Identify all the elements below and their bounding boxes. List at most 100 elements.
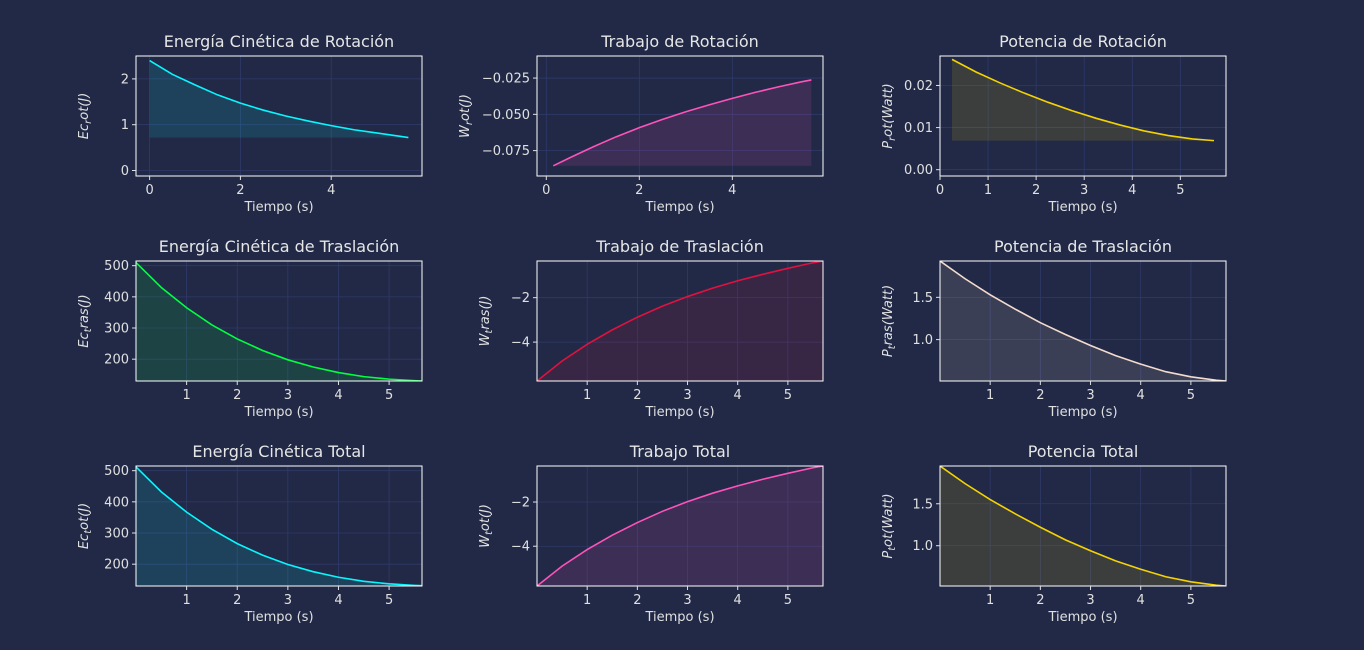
subplot-3: 0 1 2 3 4 5 0.00 0.01 0.02 Potencia de Rotación Ti… <box>881 32 1227 215</box>
subplot-9: 1 2 3 4 5 1.0 1.5 Potencia Total Tiempo (s) Ptot(… <box>881 442 1227 625</box>
y-tick-label: 1 <box>121 118 129 133</box>
y-tick-label: −2 <box>511 291 530 306</box>
axes-frame <box>536 465 824 587</box>
x-tick-label: 5 <box>1176 183 1184 198</box>
x-axis-label: Tiempo (s) <box>243 200 313 215</box>
x-tick-label: 1 <box>583 388 591 403</box>
x-tick-label: 3 <box>1086 593 1094 608</box>
y-tick-label: −0.025 <box>482 72 530 87</box>
x-tick-label: 5 <box>385 593 393 608</box>
y-axis-label: Prot(Watt) <box>881 83 898 148</box>
x-tick-label: 3 <box>1080 183 1088 198</box>
axes-frame <box>939 55 1227 177</box>
axes-frame <box>939 465 1227 587</box>
x-tick-label: 2 <box>1032 183 1040 198</box>
series-area <box>940 466 1226 586</box>
subplot-title: Energía Cinética de Traslación <box>159 237 400 256</box>
y-tick-label: −0.050 <box>482 108 530 123</box>
x-tick-label: 1 <box>182 388 190 403</box>
y-tick-label: 1.0 <box>912 333 933 348</box>
x-tick-label: 4 <box>334 388 342 403</box>
series-area <box>136 466 422 586</box>
y-tick-label: 500 <box>104 464 129 479</box>
x-tick-label: 2 <box>236 183 244 198</box>
x-tick-label: 1 <box>986 593 994 608</box>
subplot-title: Energía Cinética de Rotación <box>164 32 394 51</box>
x-tick-label: 4 <box>334 593 342 608</box>
x-tick-label: 2 <box>633 593 641 608</box>
x-tick-label: 3 <box>284 388 292 403</box>
y-tick-label: 0 <box>121 164 129 179</box>
subplot-title: Potencia de Rotación <box>999 32 1167 51</box>
x-tick-label: 2 <box>233 388 241 403</box>
y-axis-label: Ptot(Watt) <box>881 493 898 558</box>
x-tick-label: 1 <box>984 183 992 198</box>
x-tick-label: 3 <box>1086 388 1094 403</box>
x-tick-label: 3 <box>284 593 292 608</box>
x-axis-label: Tiempo (s) <box>644 610 714 625</box>
x-tick-label: 4 <box>734 388 742 403</box>
subplot-6: 1 2 3 4 5 1.0 1.5 Potencia de Traslación Tiempo … <box>881 237 1227 420</box>
series-area <box>537 466 823 586</box>
x-tick-label: 2 <box>1036 593 1044 608</box>
subplot-title: Potencia Total <box>1028 442 1139 461</box>
y-tick-label: 0.01 <box>904 121 933 136</box>
series-area <box>149 60 409 138</box>
y-tick-label: 1.5 <box>912 497 933 512</box>
x-tick-label: 0 <box>936 183 944 198</box>
series-line <box>951 58 1215 142</box>
x-axis-label: Tiempo (s) <box>1047 405 1117 420</box>
x-tick-label: 5 <box>1187 593 1195 608</box>
y-axis-label: Wrot(J) <box>458 94 475 138</box>
y-tick-label: −4 <box>511 336 530 351</box>
x-tick-label: 2 <box>633 388 641 403</box>
x-tick-label: 5 <box>1187 388 1195 403</box>
x-tick-label: 0 <box>542 183 550 198</box>
x-tick-label: 5 <box>784 388 792 403</box>
y-tick-label: 0.02 <box>904 79 933 94</box>
x-tick-label: 5 <box>784 593 792 608</box>
y-axis-label: Wtot(J) <box>478 504 495 548</box>
x-axis-label: Tiempo (s) <box>243 405 313 420</box>
y-tick-label: −2 <box>511 496 530 511</box>
subplot-5: 1 2 3 4 5 −4 −2 Trabajo de Traslación Tiempo (s)… <box>478 237 824 420</box>
axes-frame <box>536 260 824 382</box>
y-tick-label: 400 <box>104 290 129 305</box>
x-axis-label: Tiempo (s) <box>644 405 714 420</box>
y-axis-label: Ectot(J) <box>77 503 94 549</box>
y-tick-label: 200 <box>104 558 129 573</box>
x-tick-label: 1 <box>986 388 994 403</box>
subplot-4: 1 2 3 4 5 200 300 400 500 Energía Cinética de Tra… <box>77 237 423 420</box>
y-tick-label: 2 <box>121 72 129 87</box>
x-tick-label: 2 <box>1036 388 1044 403</box>
x-tick-label: 3 <box>683 593 691 608</box>
y-tick-label: 500 <box>104 259 129 274</box>
x-tick-label: 4 <box>1137 388 1145 403</box>
x-tick-label: 3 <box>683 388 691 403</box>
y-tick-label: 0.00 <box>904 163 933 178</box>
x-tick-label: 0 <box>145 183 153 198</box>
x-axis-label: Tiempo (s) <box>1047 200 1117 215</box>
x-axis-label: Tiempo (s) <box>243 610 313 625</box>
x-tick-label: 2 <box>233 593 241 608</box>
axes-frame <box>135 465 423 587</box>
y-tick-label: 200 <box>104 353 129 368</box>
x-tick-label: 4 <box>734 593 742 608</box>
y-axis-label: Ecrot(J) <box>77 93 94 140</box>
series-area <box>136 262 422 381</box>
y-tick-label: 300 <box>104 322 129 337</box>
series-area <box>940 261 1226 381</box>
x-tick-label: 2 <box>635 183 643 198</box>
y-tick-label: 400 <box>104 495 129 510</box>
y-axis-label: Ptras(Watt) <box>881 285 898 357</box>
x-axis-label: Tiempo (s) <box>644 200 714 215</box>
x-tick-label: 4 <box>327 183 335 198</box>
subplot-title: Trabajo de Traslación <box>595 237 764 256</box>
axes-frame <box>536 55 824 177</box>
axes-frame <box>135 55 423 177</box>
y-tick-label: −0.075 <box>482 144 530 159</box>
x-tick-label: 4 <box>1137 593 1145 608</box>
subplot-title: Trabajo de Rotación <box>600 32 759 51</box>
subplot-title: Energía Cinética Total <box>192 442 365 461</box>
